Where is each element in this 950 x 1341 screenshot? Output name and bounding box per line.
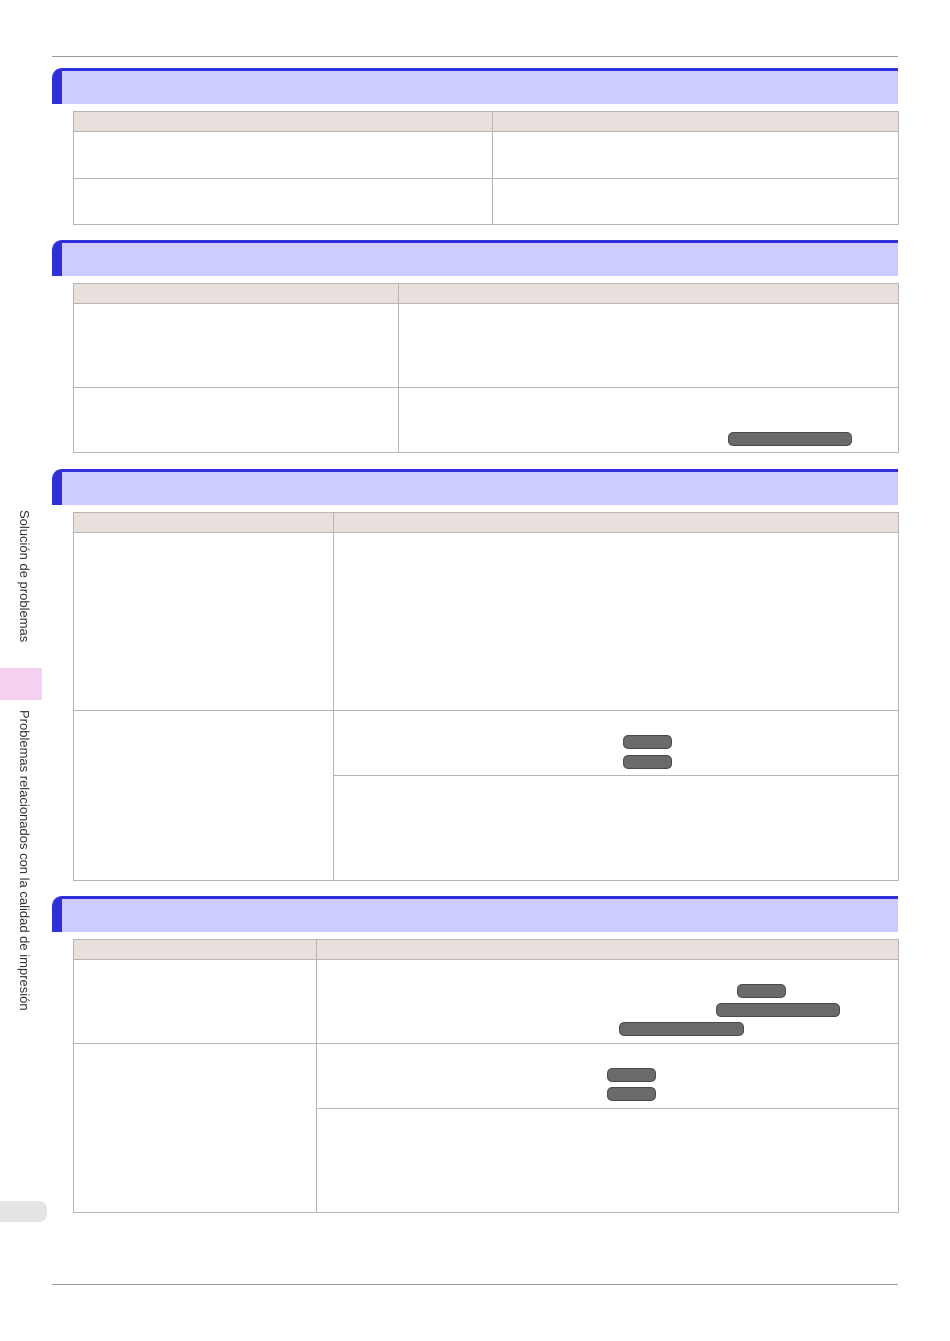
troubleshoot-table-2: [73, 283, 899, 453]
solution-cell: [492, 178, 899, 225]
solution-cell: [492, 131, 899, 179]
section-heading-3: [52, 469, 898, 505]
troubleshoot-table-3: [73, 512, 899, 881]
page-number-tab: [0, 1201, 47, 1222]
section-accent: [52, 472, 62, 505]
table-header-row: [73, 111, 899, 132]
reference-link[interactable]: [623, 735, 672, 749]
solution-cell: [398, 303, 899, 388]
section-accent: [52, 899, 62, 932]
table-row: [74, 775, 899, 881]
table-row: [73, 959, 899, 1044]
table-header-row: [73, 283, 899, 304]
header-cause: [73, 283, 399, 304]
solution-cell: [333, 710, 899, 776]
section-accent: [52, 243, 62, 276]
solution-cell: [316, 1108, 899, 1213]
table-row: [73, 1043, 899, 1213]
cause-cell: [73, 1043, 317, 1213]
section-heading-1: [52, 68, 898, 104]
header-solution: [492, 111, 899, 132]
reference-link[interactable]: [728, 432, 852, 446]
reference-link[interactable]: [716, 1003, 840, 1017]
cause-cell: [73, 959, 317, 1044]
solution-cell: [333, 775, 899, 881]
reference-link[interactable]: [619, 1022, 744, 1036]
section-heading-2: [52, 240, 898, 276]
table-row: [73, 131, 899, 179]
side-section-label: Problemas relacionados con la calidad de…: [17, 710, 32, 1011]
table-row: [73, 303, 899, 388]
solution-cell: [333, 532, 899, 711]
header-solution: [316, 939, 899, 960]
cause-cell: [73, 303, 399, 388]
header-solution: [398, 283, 899, 304]
section-accent: [52, 71, 62, 104]
side-chapter-label: Solución de problemas: [17, 510, 32, 643]
cause-cell: [73, 178, 493, 225]
table-row: [73, 532, 899, 711]
table-header-row: [73, 512, 899, 533]
table-row: [73, 178, 899, 225]
footer-rule: [52, 1284, 898, 1285]
reference-link[interactable]: [607, 1087, 656, 1101]
reference-link[interactable]: [737, 984, 786, 998]
troubleshoot-table-1: [73, 111, 899, 225]
cause-cell: [73, 532, 334, 711]
side-chapter-tab[interactable]: [0, 668, 42, 700]
table-row: [74, 1108, 899, 1213]
troubleshoot-table-4: [73, 939, 899, 1213]
header-rule: [52, 56, 898, 57]
section-heading-4: [52, 896, 898, 932]
header-cause: [73, 111, 493, 132]
cause-cell: [73, 710, 334, 881]
table-row: [73, 710, 899, 881]
reference-link[interactable]: [623, 755, 672, 769]
cause-cell: [73, 387, 399, 453]
header-cause: [73, 512, 334, 533]
solution-cell: [316, 959, 899, 1044]
header-cause: [73, 939, 317, 960]
header-solution: [333, 512, 899, 533]
reference-link[interactable]: [607, 1068, 656, 1082]
table-header-row: [73, 939, 899, 960]
cause-cell: [73, 131, 493, 179]
